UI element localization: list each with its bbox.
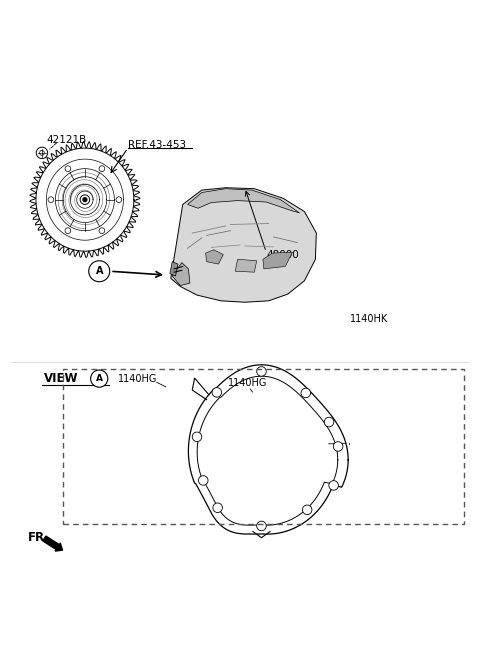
Circle shape [65, 228, 71, 233]
Polygon shape [235, 260, 257, 272]
Circle shape [301, 388, 311, 397]
Circle shape [116, 197, 122, 202]
Circle shape [48, 197, 54, 202]
Circle shape [36, 147, 48, 158]
Polygon shape [171, 188, 316, 302]
Circle shape [199, 476, 208, 486]
Polygon shape [170, 261, 178, 276]
Text: 1140HG: 1140HG [118, 374, 158, 384]
Text: 48000: 48000 [266, 250, 299, 260]
Text: 42121B: 42121B [47, 135, 87, 145]
Circle shape [333, 442, 343, 451]
Circle shape [192, 432, 202, 442]
Circle shape [257, 521, 266, 531]
Circle shape [99, 228, 105, 233]
Circle shape [99, 166, 105, 171]
Text: 1140HG: 1140HG [228, 378, 267, 388]
Text: A: A [96, 374, 103, 383]
Polygon shape [205, 250, 223, 264]
Polygon shape [172, 263, 190, 286]
Polygon shape [263, 252, 292, 269]
Circle shape [65, 166, 71, 171]
Text: A: A [96, 266, 103, 276]
FancyArrow shape [43, 536, 62, 551]
Circle shape [324, 417, 334, 427]
Text: REF.43-453: REF.43-453 [128, 140, 186, 150]
Circle shape [91, 370, 108, 387]
Text: VIEW: VIEW [44, 372, 79, 385]
Polygon shape [188, 189, 300, 213]
Circle shape [80, 195, 90, 204]
Circle shape [83, 198, 87, 202]
Circle shape [213, 503, 222, 512]
Text: 1140HK: 1140HK [350, 314, 388, 324]
Circle shape [212, 388, 222, 397]
Circle shape [39, 150, 44, 155]
Circle shape [89, 261, 110, 282]
Circle shape [257, 367, 266, 376]
Circle shape [302, 505, 312, 514]
Circle shape [329, 481, 338, 490]
Text: FR.: FR. [28, 531, 49, 544]
